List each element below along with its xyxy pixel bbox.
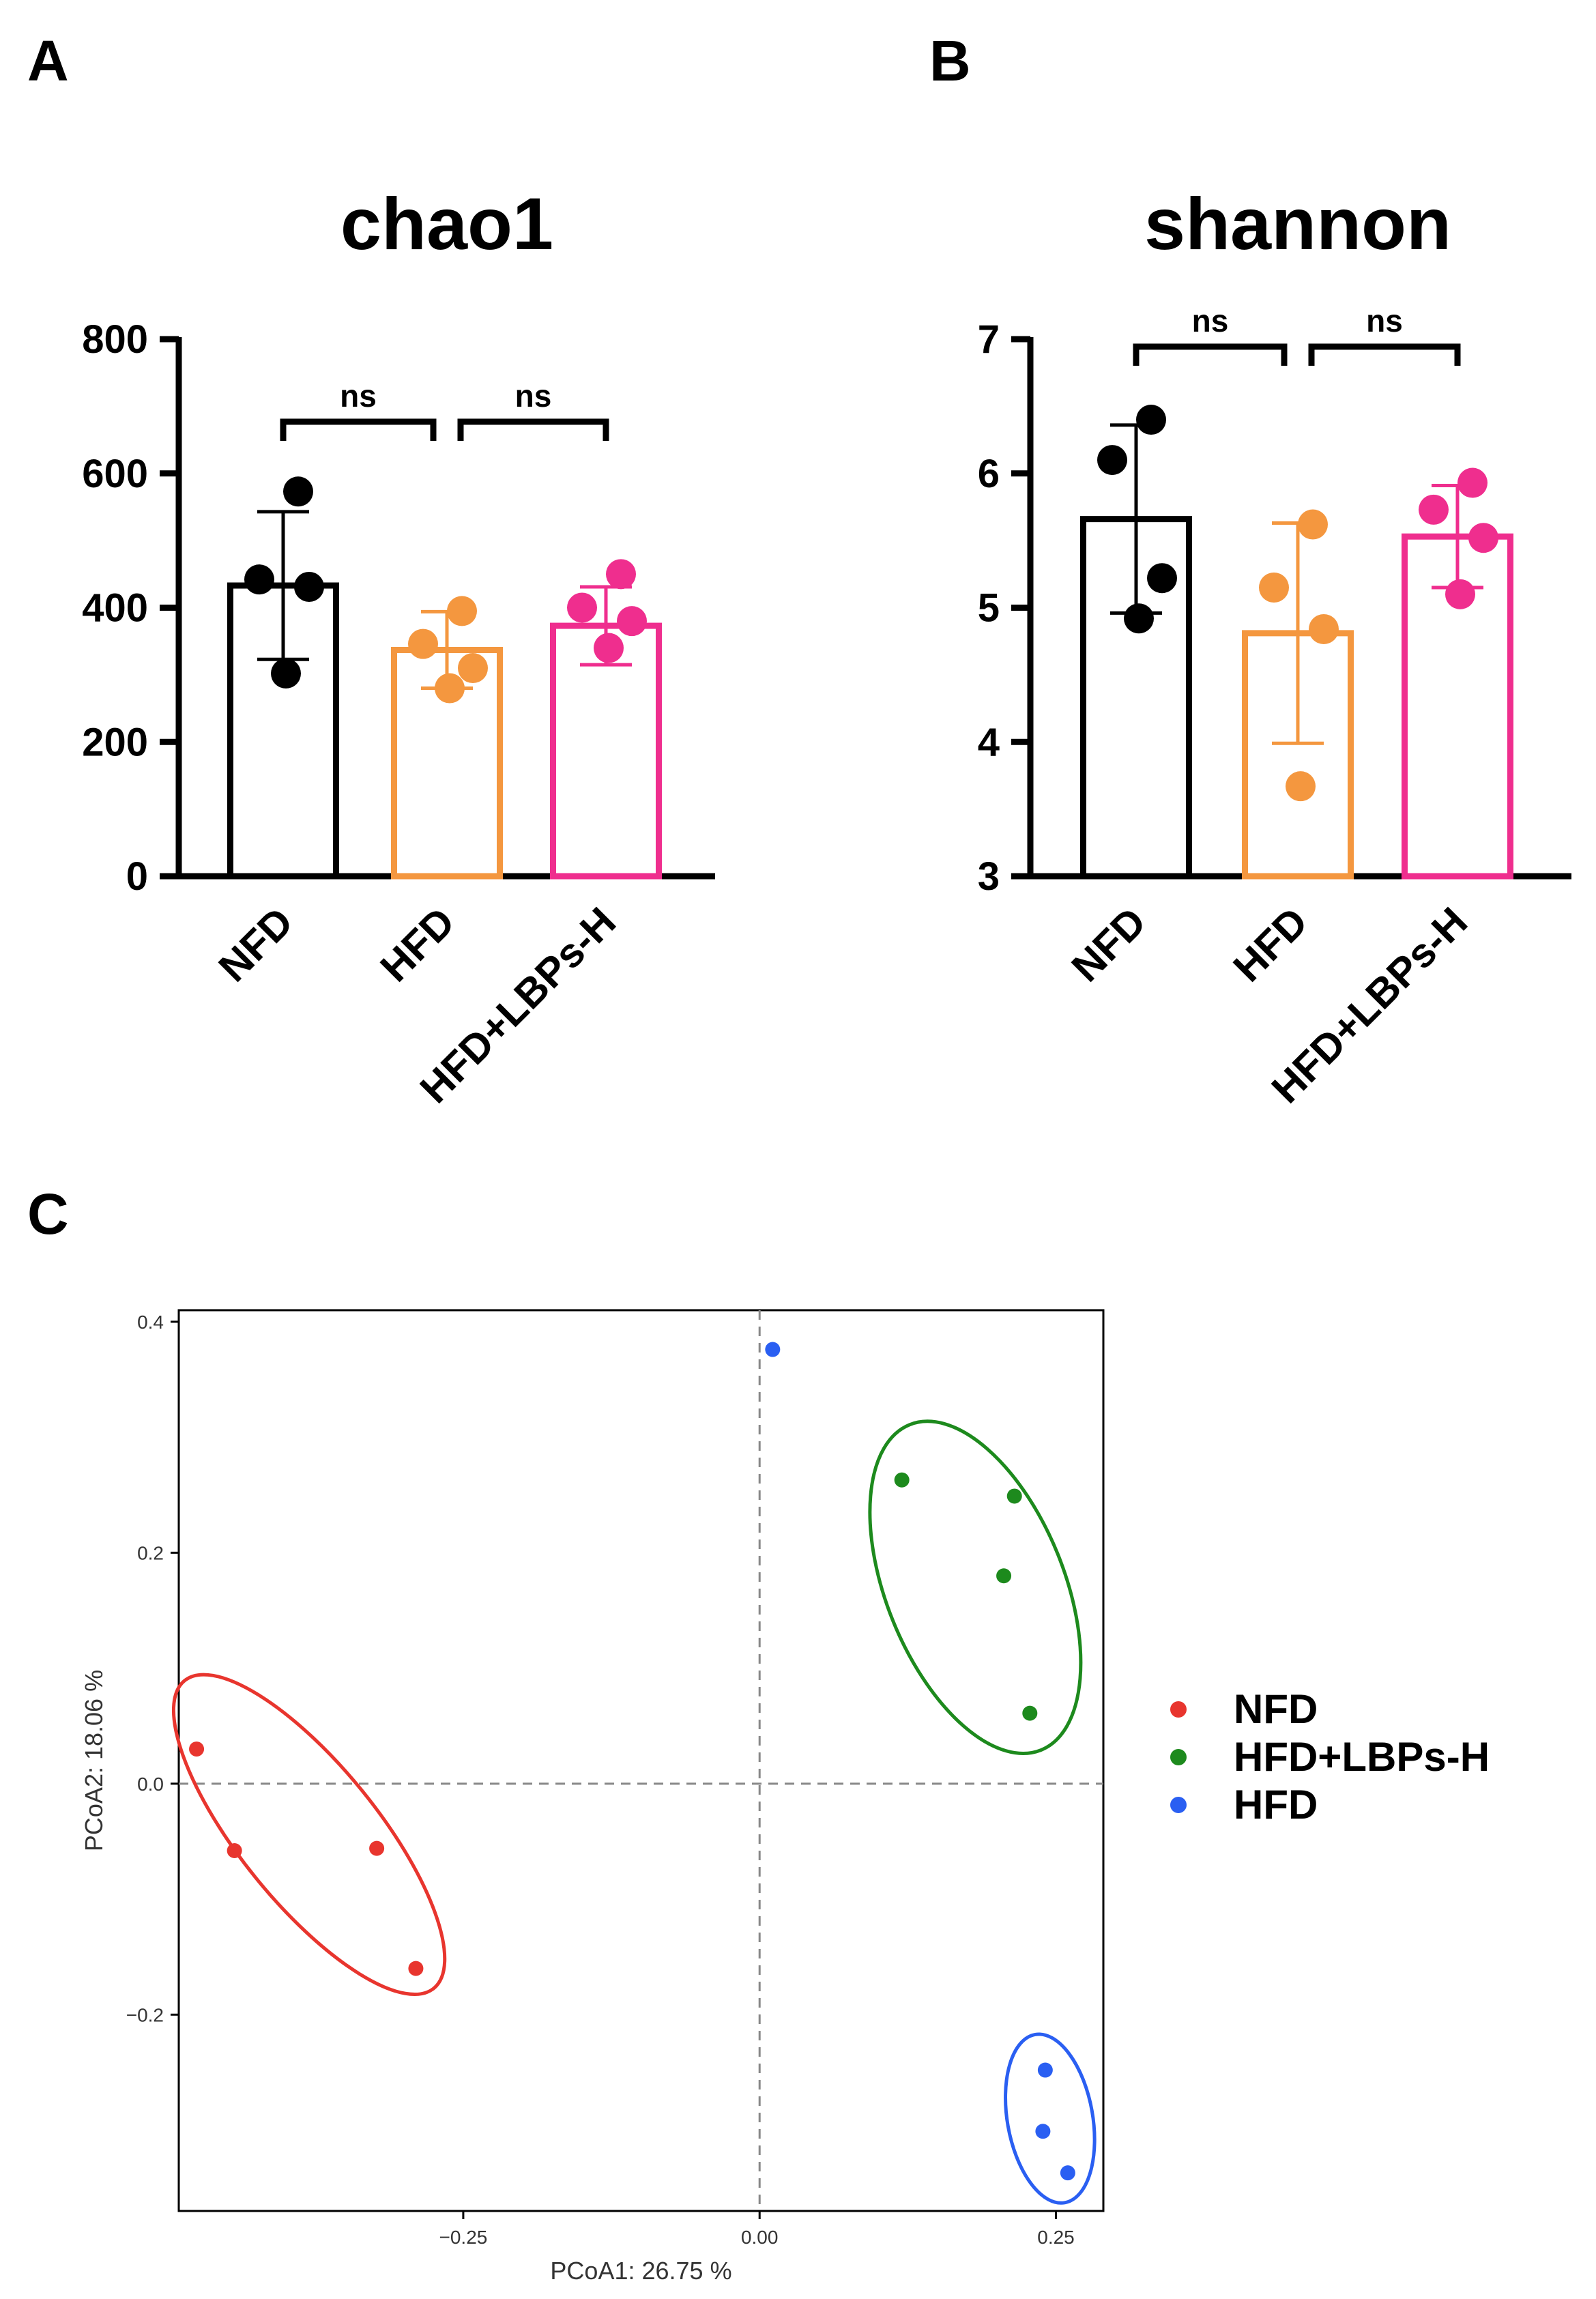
legend-marker	[1170, 1749, 1187, 1765]
scatter-point	[996, 1568, 1012, 1584]
legend-label: HFD+LBPs-H	[1234, 1734, 1490, 1780]
x-axis-label: PCoA1: 26.75 %	[550, 2257, 731, 2285]
confidence-ellipse	[868, 1419, 1083, 1755]
scatter-point	[894, 1472, 910, 1488]
significance-bracket	[280, 418, 437, 441]
legend-marker	[1170, 1797, 1187, 1813]
data-point	[1097, 445, 1127, 476]
data-point	[1419, 494, 1449, 525]
data-point	[1309, 613, 1339, 644]
data-point	[1124, 603, 1154, 634]
legend-marker	[1170, 1701, 1187, 1718]
data-point	[271, 658, 301, 689]
confidence-ellipse	[1004, 2032, 1097, 2205]
plot-frame	[177, 1309, 1105, 2212]
data-point	[1445, 579, 1475, 609]
y-tick-label: 600	[82, 452, 148, 496]
significance-label: ns	[1192, 303, 1229, 338]
y-tick-label: 200	[82, 720, 148, 764]
significance-label: ns	[515, 378, 552, 414]
scatter-point	[765, 1342, 781, 1357]
scatter-point	[1022, 1705, 1038, 1721]
y-tick-label: 5	[978, 586, 1000, 631]
y-tick-label: 0.4	[137, 1312, 164, 1333]
pcoa-scatter-plot: −0.25 0.00 0.25 −0.2 0.0 0.2 0.4 PCoA1: 26.75 %…	[80, 1309, 1490, 2285]
scatter-point	[1037, 2062, 1053, 2078]
y-tick-label: 0.0	[137, 1774, 164, 1795]
y-tick-label: 3	[978, 854, 1000, 899]
chao1-title: chao1	[340, 182, 553, 265]
data-point	[458, 653, 488, 684]
scatter-point	[227, 1843, 242, 1858]
data-point	[1457, 467, 1488, 498]
y-tick-label: 0.2	[137, 1542, 164, 1563]
legend-label: HFD	[1234, 1782, 1318, 1827]
significance-label: ns	[340, 378, 377, 414]
category-label: HFD	[372, 899, 464, 991]
y-tick-label: 7	[978, 317, 1000, 362]
significance-bracket	[457, 418, 609, 441]
data-point	[606, 559, 636, 590]
y-tick-label: 800	[82, 317, 148, 362]
scatter-point	[1006, 1488, 1022, 1504]
data-point	[244, 564, 274, 595]
confidence-ellipse	[171, 1673, 447, 1997]
y-tick-label: 0	[126, 854, 148, 899]
significance-bracket	[1308, 343, 1461, 366]
scatter-point	[1035, 2124, 1051, 2139]
scatter-point	[1060, 2165, 1075, 2181]
x-tick-label: 0.00	[741, 2227, 779, 2248]
panel-letter-a: A	[27, 29, 69, 93]
data-point	[435, 673, 465, 704]
y-tick-label: 4	[978, 720, 1000, 764]
x-tick-label: 0.25	[1037, 2227, 1075, 2248]
scatter-point	[189, 1741, 205, 1757]
shannon-title: shannon	[1144, 182, 1451, 265]
data-point	[408, 628, 438, 659]
y-tick-label: 400	[82, 586, 148, 631]
scatter-point	[369, 1840, 385, 1856]
x-tick-label: −0.25	[439, 2227, 487, 2248]
scatter-point	[408, 1961, 424, 1976]
data-point	[1286, 771, 1316, 802]
data-point	[283, 476, 313, 507]
significance-bracket	[1133, 343, 1288, 366]
data-point	[1298, 509, 1328, 540]
data-point	[567, 592, 597, 623]
category-label: NFD	[210, 899, 302, 991]
data-point	[1136, 405, 1166, 435]
data-point	[447, 596, 477, 626]
significance-label: ns	[1366, 303, 1403, 338]
data-point	[1147, 563, 1177, 594]
legend-label: NFD	[1234, 1686, 1318, 1732]
data-point	[594, 633, 624, 663]
y-tick-label: 6	[978, 452, 1000, 496]
category-label: HFD	[1225, 899, 1317, 991]
y-tick-label: −0.2	[126, 2004, 164, 2025]
panel-letter-c: C	[27, 1182, 69, 1246]
data-point	[617, 606, 647, 637]
data-point	[1468, 523, 1498, 553]
data-point	[1259, 572, 1289, 603]
category-label: NFD	[1063, 899, 1155, 991]
y-axis-label: PCoA2: 18.06 %	[80, 1670, 108, 1851]
data-point	[294, 572, 324, 603]
panel-letter-b: B	[929, 29, 971, 93]
